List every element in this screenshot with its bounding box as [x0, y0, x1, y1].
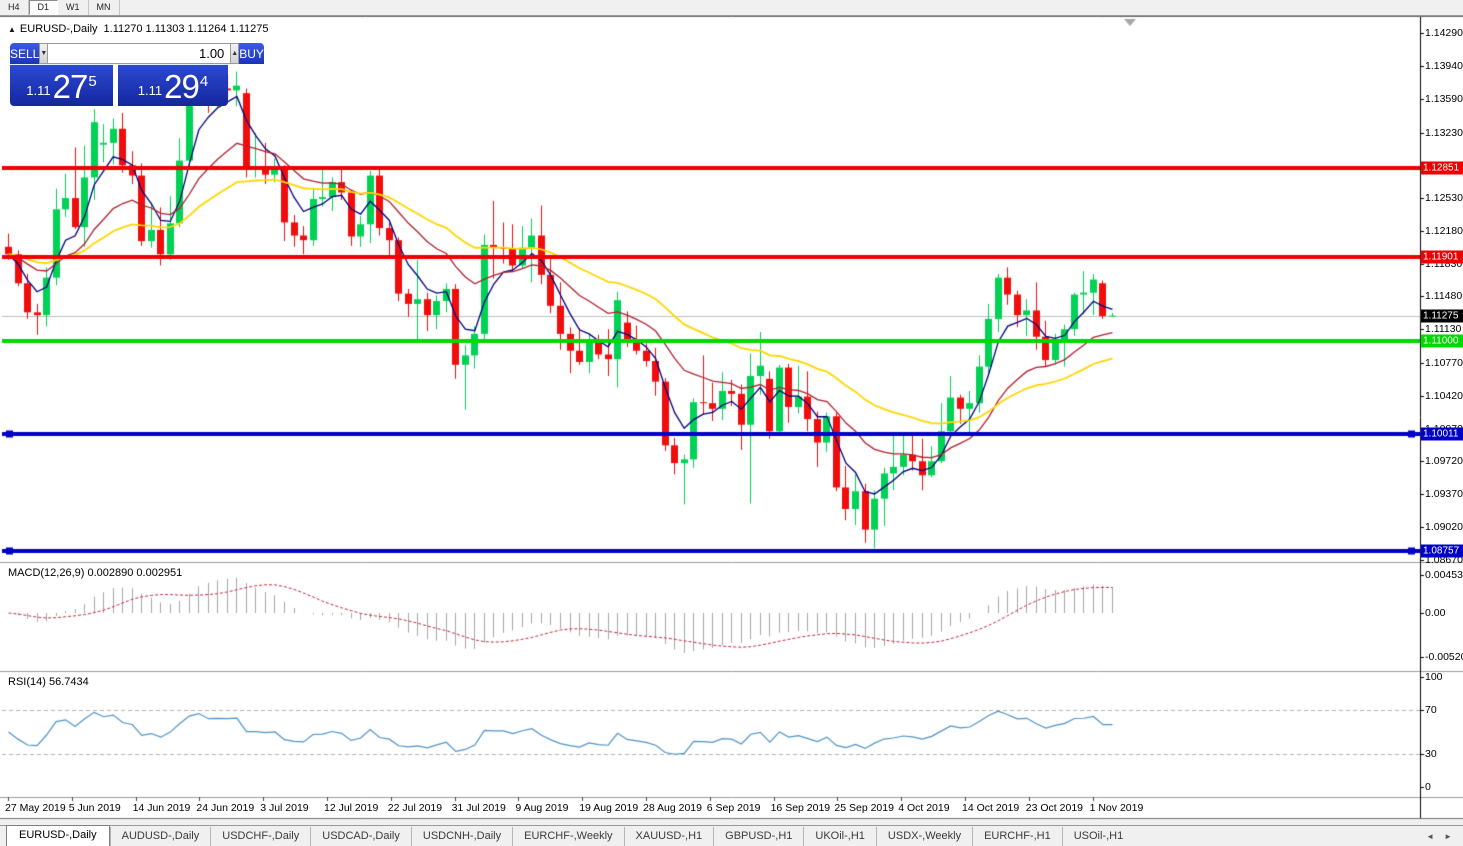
volume-decrease-button[interactable]: ▼: [39, 43, 49, 64]
date-axis-label: 14 Jun 2019: [132, 802, 191, 814]
macd-indicator-label: MACD(12,26,9) 0.002890 0.002951: [8, 567, 183, 579]
chart-tab-ukoil-h1[interactable]: UKOil-,H1: [803, 827, 876, 846]
price-axis-label: 1.13230: [1425, 126, 1463, 139]
buy-price-prefix: 1.11: [137, 83, 163, 98]
chart-tab-usdx-weekly[interactable]: USDX-,Weekly: [875, 827, 972, 846]
price-axis-label: 1.10420: [1425, 389, 1463, 402]
chart-ohlc-values: 1.11270 1.11303 1.11264 1.11275: [103, 23, 269, 35]
price-axis-label: 1.14290: [1425, 27, 1463, 40]
buy-price-sup: 4: [199, 73, 209, 90]
rsi-axis-label: 0: [1425, 781, 1431, 793]
price-axis-label: 1.11130: [1425, 323, 1462, 336]
chart-tab-eurchf-h1[interactable]: EURCHF-,H1: [972, 827, 1062, 846]
rsi-axis-label: 100: [1425, 671, 1443, 683]
price-axis-label: 1.09370: [1425, 488, 1463, 500]
price-axis-label: 1.13590: [1425, 92, 1463, 105]
price-axis-label: 1.10770: [1425, 356, 1463, 369]
chart-tab-bar: EURUSD-,Daily AUDUSD-,Daily USDCHF-,Daily U…: [0, 825, 1463, 846]
date-axis-label: 23 Oct 2019: [1025, 802, 1084, 814]
sell-price-prefix: 1.11: [26, 83, 51, 98]
volume-increase-button[interactable]: ▲: [230, 43, 240, 64]
date-axis-label: 24 Jun 2019: [196, 802, 255, 814]
tab-scroll-right-icon[interactable]: ►: [1444, 831, 1452, 841]
buy-quote-button[interactable]: 1.11 29 4: [118, 64, 228, 106]
level-price-tag[interactable]: 1.11901: [1421, 250, 1463, 264]
chart-tab-audusd-daily[interactable]: AUDUSD-,Daily: [109, 827, 211, 846]
level-price-tag[interactable]: 1.08757: [1421, 544, 1463, 558]
date-axis-label: 5 Jun 2019: [68, 802, 121, 814]
rsi-axis-label: 30: [1425, 748, 1437, 760]
sell-price-big: 27: [52, 68, 89, 105]
sell-price-sup: 5: [88, 73, 97, 90]
price-axis-label: 1.11480: [1425, 290, 1463, 303]
date-axis-label: 31 Jul 2019: [451, 802, 506, 814]
chart-tab-eurchf-weekly[interactable]: EURCHF-,Weekly: [512, 827, 623, 846]
tf-button-d1[interactable]: D1: [28, 0, 59, 15]
spinner-up-icon: ▲: [231, 50, 239, 57]
chart-tab-eurusd-daily[interactable]: EURUSD-,Daily: [6, 825, 110, 846]
price-axis-label: 1.09720: [1425, 455, 1463, 468]
chart-symbol-label: EURUSD-,Daily: [19, 23, 98, 35]
date-axis-label: 19 Aug 2019: [579, 802, 639, 814]
chart-title: ▲ EURUSD-,Daily 1.11270 1.11303 1.11264 1.…: [8, 23, 269, 35]
timeframe-toolbar: H4 D1 W1 MN: [0, 0, 1463, 16]
chart-tab-usoil-h1[interactable]: USOil-,H1: [1061, 827, 1135, 846]
level-price-tag[interactable]: 1.10011: [1421, 427, 1463, 441]
tf-button-w1[interactable]: W1: [58, 0, 89, 15]
level-price-tag[interactable]: 1.11000: [1421, 334, 1463, 348]
level-price-tag[interactable]: 1.12851: [1421, 161, 1463, 175]
date-axis-label: 22 Jul 2019: [387, 802, 443, 814]
date-axis-label: 1 Nov 2019: [1089, 802, 1144, 814]
date-axis-label: 3 Jul 2019: [260, 802, 309, 814]
date-axis-label: 14 Oct 2019: [962, 802, 1020, 814]
rsi-axis-label: 70: [1425, 704, 1437, 716]
tf-button-mn[interactable]: MN: [89, 0, 120, 15]
one-click-collapse-icon[interactable]: ▲: [8, 25, 16, 34]
macd-axis-label: -0.005205: [1425, 650, 1463, 663]
date-axis-label: 9 Aug 2019: [515, 802, 569, 814]
macd-axis-label: 0.004536: [1425, 569, 1463, 581]
price-axis-label: 1.12530: [1425, 192, 1463, 205]
date-axis-label: 12 Jul 2019: [324, 802, 379, 814]
date-axis-label: 6 Sep 2019: [706, 802, 761, 814]
spinner-down-icon: ▼: [40, 50, 48, 57]
rsi-indicator-label: RSI(14) 56.7434: [8, 676, 89, 688]
macd-axis-label: 0.00: [1425, 607, 1446, 619]
chart-tab-usdcnh-daily[interactable]: USDCNH-,Daily: [410, 827, 512, 846]
buy-button[interactable]: BUY: [239, 43, 264, 64]
date-axis-label: 4 Oct 2019: [898, 802, 950, 814]
tab-scroll-left-icon[interactable]: ◄: [1426, 831, 1435, 841]
chart-tab-gbpusd-h1[interactable]: GBPUSD-,H1: [713, 827, 803, 846]
chart-tab-usdchf-daily[interactable]: USDCHF-,Daily: [210, 827, 310, 846]
date-axis-label: 25 Sep 2019: [834, 802, 894, 814]
volume-input[interactable]: [48, 43, 231, 64]
price-axis-label: 1.13940: [1425, 60, 1463, 72]
price-axis-label: 1.12180: [1425, 224, 1463, 237]
chart-tab-xauusd-h1[interactable]: XAUUSD-,H1: [623, 827, 714, 846]
chart-tab-usdcad-daily[interactable]: USDCAD-,Daily: [310, 827, 411, 846]
date-axis-label: 27 May 2019: [5, 802, 66, 814]
tf-button-h4[interactable]: H4: [0, 0, 29, 15]
current-price-tag: 1.11275: [1421, 309, 1463, 323]
sell-quote-button[interactable]: 1.11 27 5: [10, 64, 113, 106]
buy-price-big: 29: [164, 68, 200, 105]
one-click-trading-panel: SELL ▼ ▲ BUY 1.11 27 5 1.11 29 4: [10, 43, 264, 106]
sell-button[interactable]: SELL: [10, 43, 40, 64]
date-axis-label: 28 Aug 2019: [643, 802, 702, 814]
date-axis-label: 16 Sep 2019: [770, 802, 831, 814]
tab-scroll-buttons: ◄ ►: [1421, 826, 1463, 846]
price-axis-label: 1.09020: [1425, 520, 1463, 533]
